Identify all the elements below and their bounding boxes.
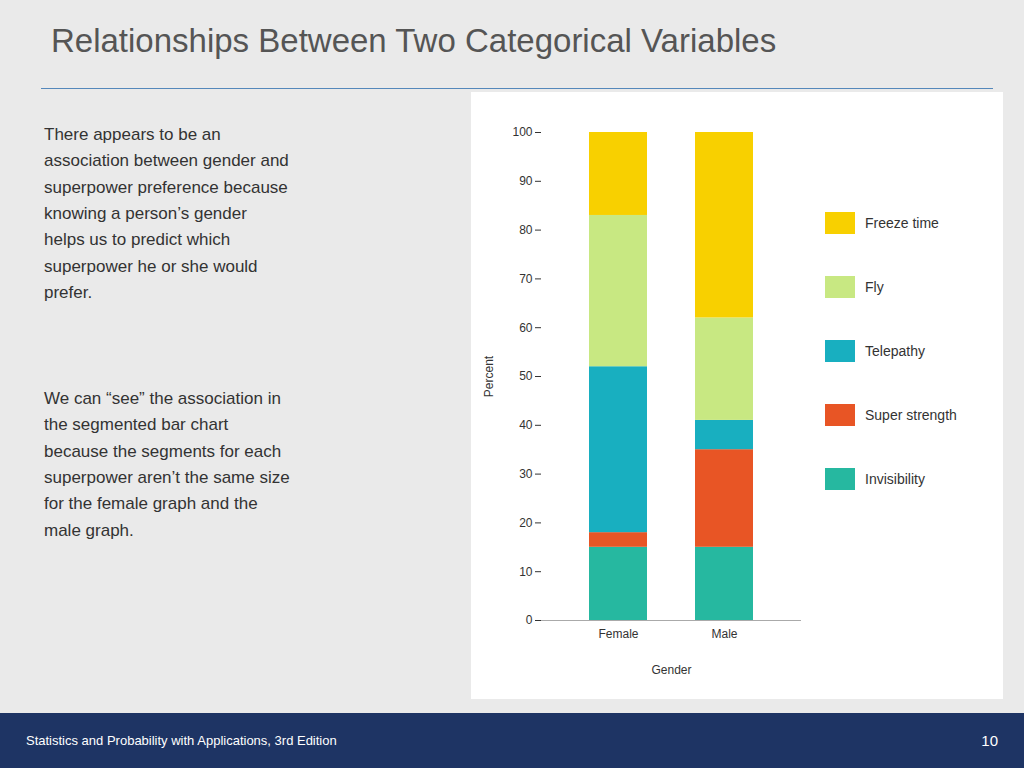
svg-text:10: 10 [519, 565, 533, 579]
html-text:Telepathy: Telepathy [865, 343, 925, 359]
svg-text:70: 70 [519, 272, 533, 286]
html-text:We can “see” the association i: We can “see” the association in the segm… [44, 389, 290, 540]
html-text:Freeze time: Freeze time [865, 215, 939, 231]
html-text:Statistics and Probability wit: Statistics and Probability with Applicat… [26, 733, 337, 748]
svg-text:60: 60 [519, 321, 533, 335]
html-text:Fly: Fly [865, 279, 884, 295]
svg-text:Male: Male [711, 627, 737, 641]
svg-text:0: 0 [526, 613, 533, 627]
svg-text:30: 30 [519, 467, 533, 481]
html-text:Relationships Between Two Cate: Relationships Between Two Categorical Va… [51, 22, 777, 59]
svg-text:20: 20 [519, 516, 533, 530]
html-text:Invisibility: Invisibility [865, 471, 925, 487]
html-text:Super strength: Super strength [865, 407, 957, 423]
svg-text:40: 40 [519, 418, 533, 432]
html-text:10: 10 [981, 732, 998, 749]
svg-text:Percent: Percent [482, 355, 496, 397]
svg-text:90: 90 [519, 174, 533, 188]
svg-text:100: 100 [512, 125, 532, 139]
svg-text:Female: Female [598, 627, 638, 641]
svg-text:Gender: Gender [651, 663, 691, 677]
svg-text:80: 80 [519, 223, 533, 237]
svg-text:50: 50 [519, 369, 533, 383]
html-text:There appears to be an associa: There appears to be an association betwe… [44, 125, 289, 303]
